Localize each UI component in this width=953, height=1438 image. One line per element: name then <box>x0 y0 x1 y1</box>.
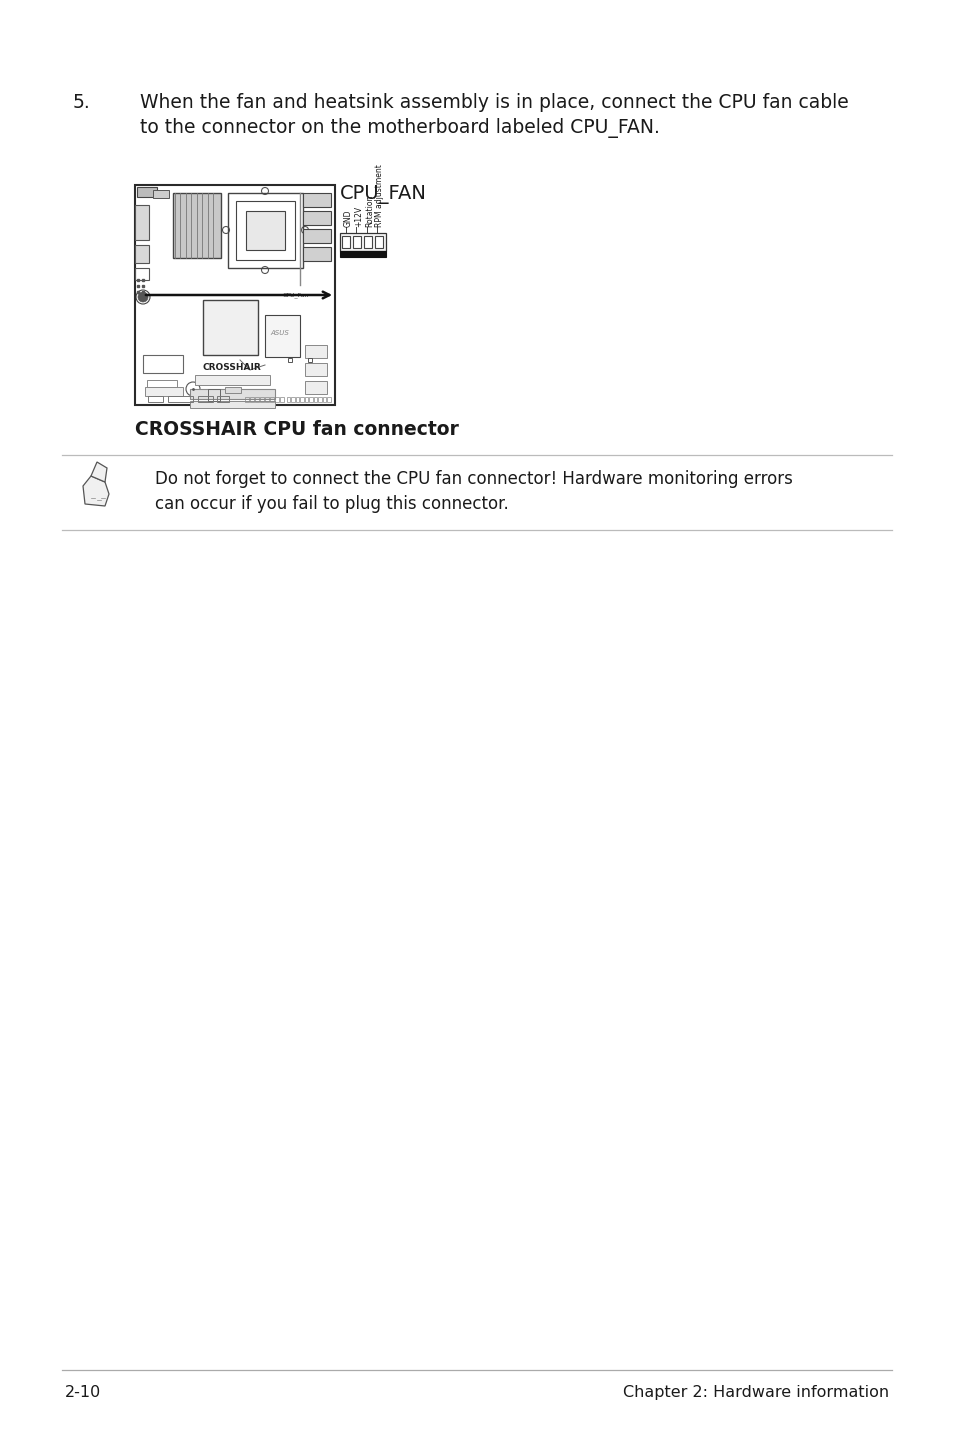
Bar <box>260 397 264 403</box>
Text: When the fan and heatsink assembly is in place, connect the CPU fan cable: When the fan and heatsink assembly is in… <box>140 93 848 112</box>
Polygon shape <box>91 462 107 482</box>
Bar <box>228 193 303 267</box>
Polygon shape <box>83 476 109 506</box>
Bar <box>208 390 220 401</box>
Bar <box>327 397 331 403</box>
Bar <box>235 201 294 260</box>
Bar <box>135 206 149 240</box>
Bar <box>303 247 331 262</box>
Bar <box>287 397 291 403</box>
Bar <box>280 397 284 403</box>
Bar <box>143 355 183 372</box>
Bar <box>305 362 327 375</box>
Bar <box>274 397 278 403</box>
Bar <box>339 252 386 257</box>
Bar <box>295 397 299 403</box>
Bar <box>323 397 326 403</box>
Text: Do not forget to connect the CPU fan connector! Hardware monitoring errors: Do not forget to connect the CPU fan con… <box>154 470 792 487</box>
Bar <box>300 397 304 403</box>
Text: RPM adjustment: RPM adjustment <box>375 164 384 227</box>
Text: to the connector on the motherboard labeled CPU_FAN.: to the connector on the motherboard labe… <box>140 118 659 138</box>
Text: CPU_Fan: CPU_Fan <box>283 292 309 298</box>
Bar <box>265 315 299 357</box>
Text: ASUS: ASUS <box>271 329 289 336</box>
Bar <box>148 395 163 403</box>
Bar <box>250 397 253 403</box>
Text: CPU_FAN: CPU_FAN <box>339 186 426 204</box>
Text: +12V: +12V <box>355 206 363 227</box>
Bar <box>203 301 257 355</box>
Bar <box>147 380 177 387</box>
Bar <box>245 397 249 403</box>
Bar <box>309 397 313 403</box>
Text: Rotation: Rotation <box>365 194 374 227</box>
Bar <box>254 397 258 403</box>
Text: Chapter 2: Hardware information: Chapter 2: Hardware information <box>622 1385 888 1401</box>
Bar <box>190 401 274 408</box>
Bar <box>198 395 213 403</box>
Bar <box>339 233 386 252</box>
Bar <box>225 387 241 393</box>
Bar <box>314 397 317 403</box>
Bar <box>305 381 327 394</box>
Text: GND: GND <box>344 210 353 227</box>
Bar <box>246 211 285 250</box>
Bar <box>194 375 270 385</box>
Text: CROSSHAIR: CROSSHAIR <box>203 362 261 372</box>
Bar <box>135 186 335 406</box>
Bar <box>364 236 372 247</box>
Text: 5.: 5. <box>73 93 91 112</box>
Text: CROSSHAIR CPU fan connector: CROSSHAIR CPU fan connector <box>135 420 458 439</box>
Bar <box>341 236 350 247</box>
Bar <box>168 395 193 403</box>
Bar <box>303 229 331 243</box>
Bar <box>305 397 308 403</box>
Bar <box>270 397 274 403</box>
Bar <box>145 387 183 395</box>
Bar <box>135 267 149 280</box>
Bar <box>190 390 274 398</box>
Bar <box>305 345 327 358</box>
Bar <box>152 190 169 198</box>
Bar <box>137 187 157 197</box>
Circle shape <box>138 292 148 302</box>
Bar <box>216 395 229 403</box>
Bar <box>265 397 269 403</box>
Text: can occur if you fail to plug this connector.: can occur if you fail to plug this conne… <box>154 495 508 513</box>
Bar <box>172 193 221 257</box>
Bar <box>292 397 294 403</box>
Text: 2-10: 2-10 <box>65 1385 101 1401</box>
Bar <box>135 244 149 263</box>
Bar <box>375 236 382 247</box>
Bar <box>303 211 331 224</box>
Bar <box>303 193 331 207</box>
Bar <box>353 236 360 247</box>
Bar <box>318 397 322 403</box>
